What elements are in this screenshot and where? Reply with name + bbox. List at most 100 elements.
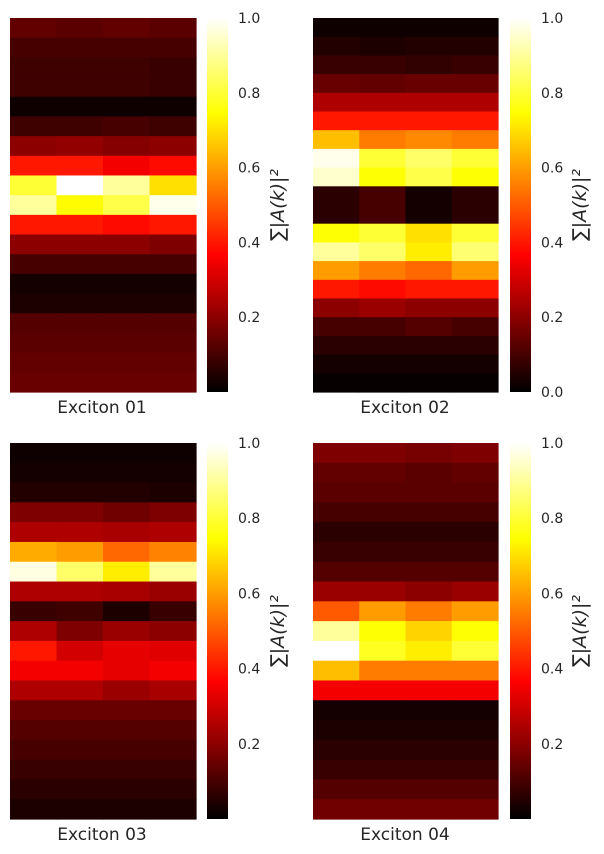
panel-exciton-02: Exciton 02 0.0 0.2 0.4 0.6 0.8 1.0 ∑|A(k)|²	[313, 11, 591, 418]
heatmap-cell	[313, 74, 360, 94]
heatmap-cell	[405, 581, 453, 602]
heatmap-cell	[451, 223, 499, 243]
heatmap-cell	[56, 273, 104, 295]
heatmap-cell	[56, 462, 104, 484]
heatmap-cell	[149, 502, 197, 523]
heatmap-cell	[451, 443, 499, 464]
heatmap-cell	[10, 195, 58, 216]
heatmap-cell	[149, 660, 197, 682]
heatmap-cells	[313, 443, 499, 820]
colorbar-tick-label: 1.0	[238, 436, 260, 452]
heatmap-cell	[149, 541, 197, 563]
heatmap-cell	[313, 223, 360, 243]
heatmap-cell	[10, 700, 58, 721]
heatmap-cell	[149, 462, 197, 484]
heatmap-cell	[313, 92, 360, 113]
heatmap-cell	[405, 779, 453, 800]
heatmap-cell	[313, 739, 360, 761]
heatmap-cell	[10, 332, 58, 354]
heatmap-cell	[56, 680, 104, 701]
heatmap-cell	[103, 77, 151, 98]
heatmap-cell	[56, 660, 104, 682]
heatmap-cell	[451, 55, 499, 75]
heatmap-cell	[10, 352, 58, 373]
heatmap-cell	[313, 317, 360, 337]
heatmap-cell	[451, 640, 499, 662]
heatmap-cell	[56, 195, 104, 216]
heatmap-cell	[10, 660, 58, 682]
heatmap-cell	[451, 759, 499, 781]
heatmap-cell	[149, 700, 197, 721]
colorbar-tick-label: 0.4	[238, 235, 260, 251]
heatmap-cell	[313, 130, 360, 150]
heatmap-cell	[10, 640, 58, 662]
heatmap-cell	[359, 561, 407, 583]
heatmap-cell	[451, 720, 499, 741]
heatmap-cell	[359, 261, 407, 281]
heatmap-cell	[451, 167, 499, 187]
heatmap-cell	[405, 261, 453, 281]
heatmap-cell	[405, 739, 453, 761]
heatmap-cells	[313, 18, 499, 393]
heatmap-cell	[103, 561, 151, 583]
heatmap-cell	[405, 186, 453, 206]
heatmap-cell	[405, 242, 453, 262]
heatmap-cell	[56, 482, 104, 503]
heatmap-cell	[359, 660, 407, 682]
heatmap-cell	[451, 680, 499, 701]
heatmap-cell	[359, 130, 407, 150]
heatmap-cell	[56, 541, 104, 563]
heatmap-cell	[10, 273, 58, 295]
heatmap-cell	[56, 443, 104, 464]
heatmap-cell	[451, 354, 499, 374]
colorbar	[207, 443, 228, 819]
heatmap-cell	[10, 759, 58, 781]
heatmap-cell	[149, 234, 197, 255]
heatmap-cell	[451, 130, 499, 150]
heatmap-cell	[451, 36, 499, 56]
heatmap-cell	[451, 581, 499, 602]
heatmap-cell	[56, 799, 104, 820]
heatmap-cell	[103, 660, 151, 682]
heatmap-cell	[10, 116, 58, 137]
heatmap-cell	[149, 57, 197, 78]
heatmap-cell	[405, 111, 453, 131]
heatmap-cell	[451, 242, 499, 262]
heatmap-cell	[149, 175, 197, 196]
heatmap-cell	[405, 443, 453, 464]
heatmap-cell	[359, 205, 407, 225]
heatmap-cell	[103, 581, 151, 602]
heatmap-cell	[103, 136, 151, 157]
heatmap-cell	[359, 581, 407, 602]
heatmap-cell	[359, 223, 407, 243]
heatmap-cell	[451, 462, 499, 484]
heatmap-cell	[405, 223, 453, 243]
heatmap-cell	[103, 443, 151, 464]
heatmap-cell	[451, 148, 499, 169]
heatmap-cell	[56, 561, 104, 583]
colorbar-ticks: 0.2 0.4 0.6 0.8 1.0	[238, 436, 260, 753]
heatmap-cell	[103, 680, 151, 701]
heatmap-cell	[10, 254, 58, 275]
heatmap-cell	[103, 621, 151, 642]
heatmap-cell	[313, 261, 360, 281]
panel-title: Exciton 03	[57, 825, 146, 845]
colorbar-tick-label: 0.0	[541, 385, 563, 401]
colorbar-tick-label: 1.0	[238, 11, 260, 27]
colorbar	[207, 18, 228, 392]
heatmap-cell	[359, 462, 407, 484]
heatmap-cell	[56, 96, 104, 118]
heatmap-cell	[313, 720, 360, 741]
heatmap-cell	[405, 621, 453, 642]
heatmap-cell	[56, 601, 104, 622]
heatmap-cell	[405, 55, 453, 75]
heatmap-cell	[10, 372, 58, 393]
heatmap-cell	[451, 660, 499, 682]
heatmap-cell	[405, 462, 453, 484]
heatmap-cell	[451, 700, 499, 721]
panel-title: Exciton 04	[360, 825, 449, 845]
heatmap-cell	[149, 96, 197, 118]
colorbar-label: ∑|A(k)|²	[267, 169, 289, 241]
colorbar	[510, 443, 531, 819]
heatmap-cell	[313, 55, 360, 75]
